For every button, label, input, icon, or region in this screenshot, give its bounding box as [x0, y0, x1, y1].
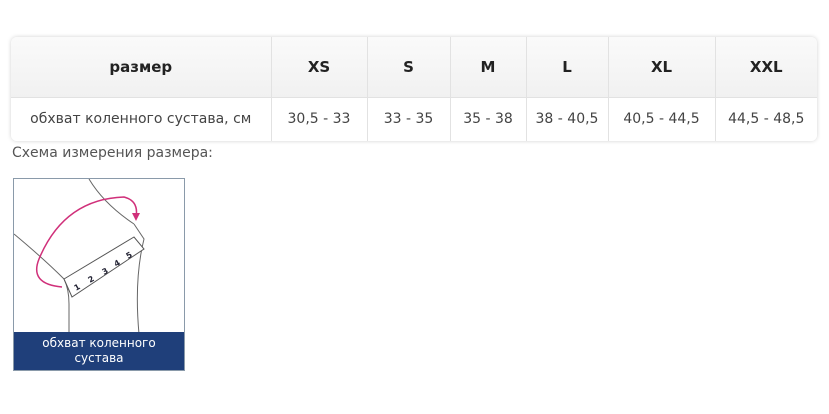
header-l: L: [526, 37, 609, 98]
measuring-tape: 1 2 3 4 5: [63, 236, 145, 298]
cell-xxl: 44,5 - 48,5: [728, 111, 805, 128]
cell-m: 35 - 38: [450, 97, 527, 141]
header-s: S: [367, 37, 451, 98]
measurement-caption: Схема измерения размера:: [12, 145, 213, 161]
knee-illustration: 1 2 3 4 5: [13, 178, 145, 335]
svg-text:2: 2: [87, 274, 96, 285]
cell-s: 33 - 35: [367, 97, 451, 141]
diagram-label-line2: сустава: [74, 351, 124, 365]
header-size: размер: [11, 37, 272, 98]
diagram-label-band: обхват коленного сустава: [14, 332, 184, 370]
table-header-row: размер XS S M L XL XXL: [11, 37, 817, 98]
measurement-diagram: 1 2 3 4 5 обхват коленного сустава: [13, 178, 185, 371]
header-xl: XL: [608, 37, 716, 98]
header-xs: XS: [271, 37, 368, 98]
circumference-arrow-icon: [35, 196, 138, 288]
cell-l: 38 - 40,5: [526, 97, 609, 141]
cell-xs: 30,5 - 33: [271, 97, 368, 141]
table-row: обхват коленного сустава, см 30,5 - 33 3…: [11, 97, 817, 141]
diagram-label-line1: обхват коленного: [42, 336, 156, 350]
cell-xl: 40,5 - 44,5: [608, 97, 716, 141]
svg-text:1: 1: [73, 282, 83, 293]
header-m: M: [450, 37, 527, 98]
svg-text:5: 5: [125, 250, 135, 261]
svg-text:4: 4: [113, 258, 123, 269]
row-label: обхват коленного сустава, см: [11, 97, 272, 141]
header-xxl: XXL: [715, 37, 817, 98]
svg-text:3: 3: [101, 266, 110, 277]
size-table: размер XS S M L XL XXL обхват коленного …: [11, 37, 817, 141]
